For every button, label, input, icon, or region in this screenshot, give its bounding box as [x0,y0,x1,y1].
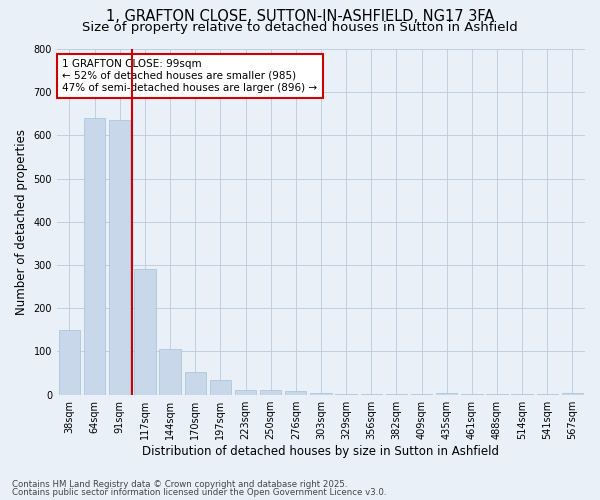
Text: 1, GRAFTON CLOSE, SUTTON-IN-ASHFIELD, NG17 3FA: 1, GRAFTON CLOSE, SUTTON-IN-ASHFIELD, NG… [106,9,494,24]
Bar [185,372,206,394]
Text: Size of property relative to detached houses in Sutton in Ashfield: Size of property relative to detached ho… [82,22,518,35]
Bar [260,390,281,394]
Bar [59,330,80,394]
Bar [562,393,583,394]
Bar [209,380,231,394]
Text: Contains HM Land Registry data © Crown copyright and database right 2025.: Contains HM Land Registry data © Crown c… [12,480,347,489]
Bar [436,393,457,394]
Bar [235,390,256,394]
Bar [109,120,130,394]
Bar [310,392,332,394]
Bar [84,118,106,394]
Bar [160,350,181,395]
Text: 1 GRAFTON CLOSE: 99sqm
← 52% of detached houses are smaller (985)
47% of semi-de: 1 GRAFTON CLOSE: 99sqm ← 52% of detached… [62,60,317,92]
Bar [285,392,307,394]
Bar [134,270,155,394]
X-axis label: Distribution of detached houses by size in Sutton in Ashfield: Distribution of detached houses by size … [142,444,499,458]
Text: Contains public sector information licensed under the Open Government Licence v3: Contains public sector information licen… [12,488,386,497]
Y-axis label: Number of detached properties: Number of detached properties [15,129,28,315]
